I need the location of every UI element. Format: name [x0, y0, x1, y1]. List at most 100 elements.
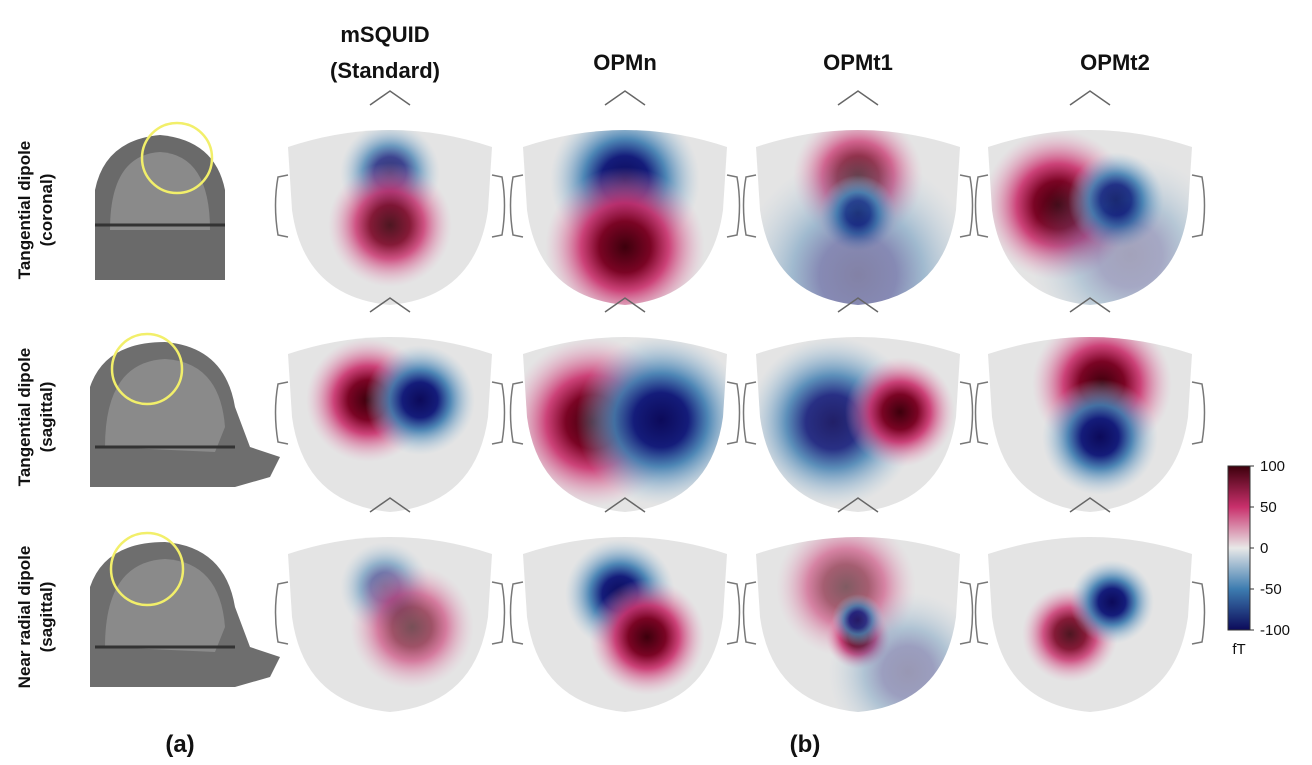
column-title: mSQUID — [340, 22, 429, 47]
ear-left — [742, 381, 757, 445]
brain — [105, 559, 225, 652]
ear-left — [974, 174, 989, 238]
ear-left — [509, 174, 524, 238]
row-label-line: Tangential dipole — [15, 348, 34, 487]
nose — [604, 497, 646, 513]
ear-right — [726, 381, 741, 445]
ear-right — [491, 581, 506, 645]
nose — [604, 297, 646, 313]
topomap — [974, 90, 1206, 305]
field-blob — [1042, 379, 1158, 495]
brain — [105, 359, 225, 452]
row-label: Tangential dipole (sagittal) — [15, 348, 56, 487]
field-blob — [845, 357, 955, 467]
column-title: OPMt1 — [823, 50, 893, 75]
ear-right — [1191, 174, 1206, 238]
colorbar-tick-label: 100 — [1260, 458, 1285, 475]
ear-right — [959, 581, 974, 645]
row-label-line: Tangential dipole — [15, 141, 34, 280]
topomap — [742, 297, 974, 512]
column-title: (Standard) — [330, 58, 440, 83]
field-blob — [545, 167, 705, 305]
nose — [369, 497, 411, 513]
panel-label: (b) — [790, 731, 821, 758]
topomap — [509, 297, 741, 512]
nose — [837, 497, 879, 513]
column-title: OPMt2 — [1080, 50, 1150, 75]
nose — [369, 90, 411, 106]
roi-circle — [109, 531, 185, 607]
topomap — [974, 497, 1206, 712]
ear-left — [974, 581, 989, 645]
nose — [1069, 90, 1111, 106]
topomap — [974, 297, 1206, 512]
row-label-line: Near radial dipole — [15, 546, 34, 689]
nose — [1069, 497, 1111, 513]
ear-right — [726, 174, 741, 238]
row-label-line: (sagittal) — [37, 582, 56, 653]
ear-right — [1191, 581, 1206, 645]
ear-right — [1191, 381, 1206, 445]
roi-circle — [140, 121, 214, 195]
ear-left — [274, 174, 289, 238]
ear-right — [726, 581, 741, 645]
ear-left — [742, 581, 757, 645]
topomap — [742, 90, 974, 305]
row-label-line: (sagittal) — [37, 382, 56, 453]
field-map — [523, 130, 727, 305]
topomap — [274, 90, 506, 305]
topomap — [274, 297, 506, 512]
mri-image — [90, 332, 280, 487]
ear-left — [274, 581, 289, 645]
ear-right — [491, 174, 506, 238]
topomap — [274, 497, 506, 712]
field-map — [756, 337, 960, 512]
field-map — [988, 337, 1192, 512]
ear-left — [509, 581, 524, 645]
field-map — [523, 337, 727, 512]
field-blob — [350, 565, 474, 689]
field-map — [288, 537, 492, 712]
topomap — [509, 497, 741, 712]
row-label: Near radial dipole (sagittal) — [15, 546, 56, 689]
panel-label: (a) — [165, 731, 194, 758]
topomap — [509, 90, 741, 305]
field-blob — [365, 345, 475, 455]
row-label: Tangential dipole (coronal) — [15, 141, 56, 280]
field-blob — [828, 592, 960, 712]
field-blob — [1030, 155, 1192, 305]
ear-right — [959, 381, 974, 445]
nose — [1069, 297, 1111, 313]
field-map — [523, 537, 727, 712]
ear-left — [509, 381, 524, 445]
nose — [604, 90, 646, 106]
field-blob — [576, 337, 727, 505]
nose — [369, 297, 411, 313]
colorbar-tick-label: 0 — [1260, 540, 1268, 557]
ear-left — [742, 174, 757, 238]
column-title: OPMn — [593, 50, 657, 75]
colorbar-unit: fT — [1232, 641, 1245, 658]
mri-image — [95, 121, 225, 280]
ear-right — [959, 174, 974, 238]
field-blob — [328, 163, 452, 287]
field-map — [756, 537, 960, 712]
ear-left — [974, 381, 989, 445]
colorbar-tick-label: -50 — [1260, 581, 1282, 598]
field-map — [288, 130, 492, 305]
ear-right — [491, 381, 506, 445]
nose — [837, 297, 879, 313]
brain — [110, 152, 210, 230]
roi-circle — [110, 332, 184, 406]
mri-image — [90, 531, 280, 687]
colorbar-tick-label: -100 — [1260, 622, 1290, 639]
nose — [837, 90, 879, 106]
field-map — [756, 130, 960, 305]
ear-left — [274, 381, 289, 445]
row-label-line: (coronal) — [37, 174, 56, 247]
field-blob — [1070, 560, 1154, 644]
colorbar — [1227, 465, 1251, 631]
colorbar-tick-label: 50 — [1260, 499, 1277, 516]
